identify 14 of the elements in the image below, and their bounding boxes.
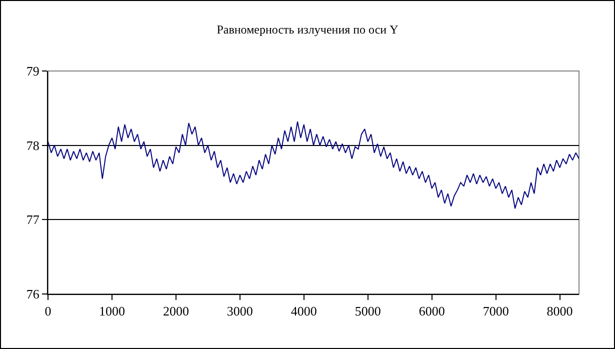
x-tick-label: 6000	[418, 304, 445, 319]
chart-title: Равномерность излучения по оси Y	[216, 22, 399, 37]
y-tick-label: 77	[26, 212, 40, 228]
x-tick-label: 3000	[226, 304, 253, 319]
y-tick-label: 79	[26, 64, 40, 79]
x-tick-label: 4000	[290, 304, 317, 319]
x-tick-label: 5000	[354, 304, 381, 319]
y-tick-label: 78	[26, 138, 40, 153]
x-tick-label: 1000	[98, 304, 125, 319]
x-tick-label: 0	[44, 304, 52, 319]
x-tick-label: 2000	[162, 304, 189, 319]
x-tick-label: 7000	[482, 304, 509, 319]
y-tick-label: 76	[26, 286, 40, 302]
x-tick-label: 8000	[546, 304, 573, 319]
